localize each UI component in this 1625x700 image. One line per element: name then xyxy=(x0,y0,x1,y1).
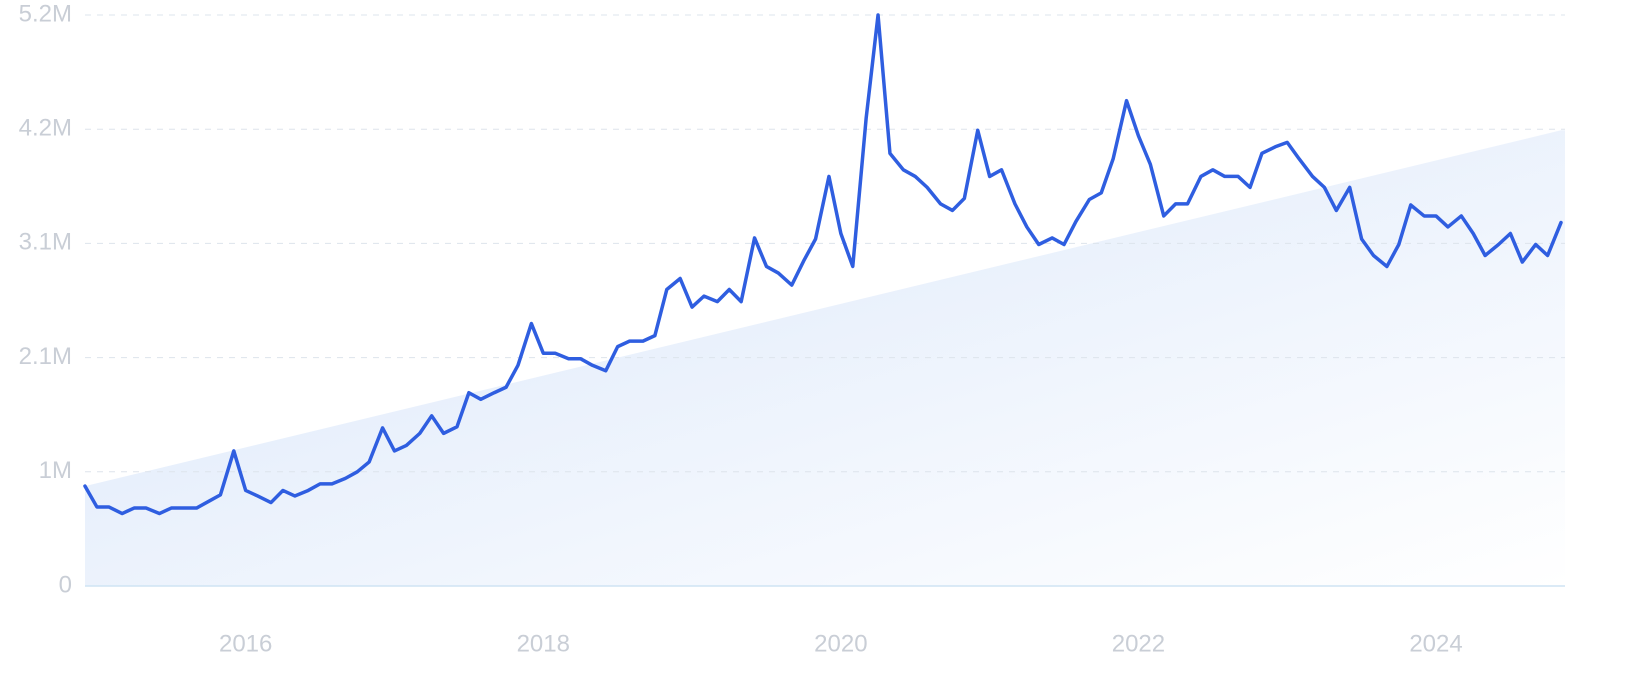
x-tick-label: 2018 xyxy=(517,630,570,657)
x-tick-label: 2024 xyxy=(1409,630,1462,657)
x-tick-label: 2016 xyxy=(219,630,272,657)
y-tick-label: 3.1M xyxy=(19,229,72,256)
y-tick-label: 2.1M xyxy=(19,343,72,370)
data-line xyxy=(83,13,1563,516)
x-tick-label: 2020 xyxy=(814,630,867,657)
y-tick-label: 1M xyxy=(39,457,72,484)
x-tick-label: 2022 xyxy=(1112,630,1165,657)
y-tick-label: 0 xyxy=(59,571,72,598)
y-tick-label: 5.2M xyxy=(19,0,72,27)
y-tick-label: 4.2M xyxy=(19,115,72,142)
